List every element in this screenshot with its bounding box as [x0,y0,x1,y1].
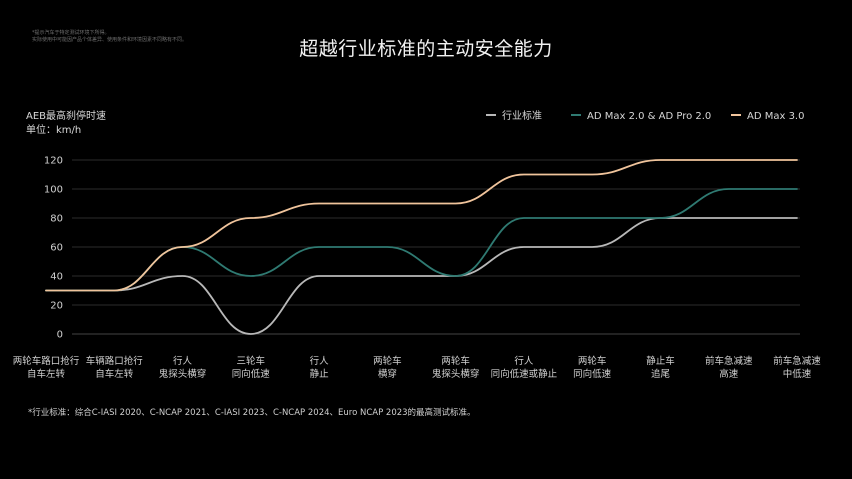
series-lines [45,159,798,335]
x-tick-label: 前车急减速 [705,355,753,367]
x-tick-label: 鬼探头横穿 [432,368,480,380]
legend-label: AD Max 3.0 [747,111,804,122]
y-axis-label: AEB最高刹停时速 单位：km/h [26,110,106,138]
x-tick-label: 中低速 [783,368,812,380]
legend-label: AD Max 2.0 & AD Pro 2.0 [587,111,711,122]
disclaimer: *提示汽车于特定测试环境下所得。 实际使用中可能因产品个体差异、使用条件和环境因… [32,30,187,44]
x-tick-label: 鬼探头横穿 [159,368,207,380]
x-tick-label: 两轮车路口抢行 [13,355,80,367]
legend: 行业标准 AD Max 2.0 & AD Pro 2.0 AD Max 3.0 [486,109,804,122]
y-tick-label: 20 [50,301,63,312]
x-tick-label: 车辆路口抢行 [86,355,144,367]
x-tick-label: 同向低速或静止 [491,368,558,380]
chart-title: 超越行业标准的主动安全能力 [299,38,553,60]
y-tick-label: 120 [44,156,63,167]
x-tick-label: 行人 [310,355,330,367]
y-tick-label: 0 [57,330,63,341]
x-tick-label: 静止车 [646,355,675,367]
disclaimer-line-2: 实际使用中可能因产品个体差异、使用条件和环境因素不同略有不同。 [32,37,188,43]
x-tick-label: 三轮车 [237,355,266,367]
x-tick-labels: 两轮车路口抢行自车左转车辆路口抢行自车左转行人鬼探头横穿三轮车同向低速行人静止两… [13,355,822,380]
y-tick-label: 100 [44,185,63,196]
x-tick-label: 行人 [173,355,193,367]
y-tick-labels: 0 20 40 60 80 100 120 [44,156,63,341]
x-tick-label: 静止 [310,368,330,380]
x-tick-label: 横穿 [378,368,397,380]
x-tick-label: 自车左转 [95,368,134,380]
x-tick-label: 两轮车 [578,355,607,367]
footnote: *行业标准：综合C-IASI 2020、C-NCAP 2021、C-IASI 2… [28,408,476,418]
x-tick-label: 同向低速 [573,368,612,380]
x-tick-label: 两轮车 [441,355,470,367]
series-line-3 [45,159,798,292]
x-tick-label: 同向低速 [232,368,271,380]
y-axis-unit: 单位：km/h [26,125,82,136]
x-tick-label: 两轮车 [373,355,402,367]
x-tick-label: 追尾 [651,368,670,380]
y-tick-label: 60 [50,243,63,254]
legend-label: 行业标准 [502,109,542,122]
disclaimer-line-1: *提示汽车于特定测试环境下所得。 [32,30,110,36]
x-tick-label: 高速 [719,368,739,380]
x-tick-label: 前车急减速 [773,355,821,367]
y-axis-title: AEB最高刹停时速 [26,111,107,122]
x-tick-label: 行人 [514,355,534,367]
y-tick-label: 80 [50,214,63,225]
y-tick-label: 40 [50,272,63,283]
x-tick-label: 自车左转 [27,368,66,380]
